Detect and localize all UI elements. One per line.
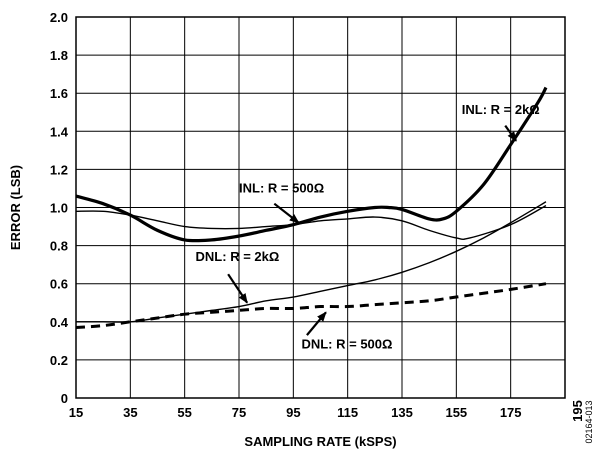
x-tick-label: 55 <box>177 405 191 420</box>
y-tick-label: 0 <box>61 391 68 406</box>
y-tick-label: 1.6 <box>50 86 68 101</box>
label-dnl-500: DNL: R = 500Ω <box>301 336 392 351</box>
series-dnl-500-line <box>75 282 547 330</box>
y-axis-title: ERROR (LSB) <box>8 165 23 250</box>
series-inl-2k-line <box>75 86 548 243</box>
x-tick-label: 95 <box>286 405 300 420</box>
x-tick-label: 175 <box>500 405 522 420</box>
label-dnl-2k: DNL: R = 2kΩ <box>196 249 280 264</box>
x-axis-title: SAMPLING RATE (kSPS) <box>244 434 396 449</box>
x-tick-label: 195 <box>570 400 585 422</box>
label-arrow <box>227 273 249 304</box>
y-tick-label: 0.2 <box>50 353 68 368</box>
y-tick-label: 1.8 <box>50 48 68 63</box>
x-tick-label: 15 <box>69 405 83 420</box>
series-group <box>75 86 548 330</box>
label-arrow <box>273 202 300 224</box>
y-tick-label: 1.2 <box>50 162 68 177</box>
x-tick-label: 75 <box>232 405 246 420</box>
x-tick-label: 135 <box>391 405 413 420</box>
y-tick-label: 1.0 <box>50 201 68 216</box>
tick-labels: 15 35 55 75 95 115 135 155 175 195 0 0.2 0.4 0.6 0.8 1.… <box>50 10 585 422</box>
y-tick-label: 0.6 <box>50 277 68 292</box>
y-tick-label: 2.0 <box>50 10 68 25</box>
label-arrow <box>504 124 517 142</box>
label-inl-500: INL: R = 500Ω <box>239 180 324 195</box>
y-tick-label: 1.4 <box>50 124 69 139</box>
x-tick-label: 35 <box>123 405 137 420</box>
y-tick-label: 0.4 <box>50 315 69 330</box>
annotations: INL: R = 2kΩ INL: R = 500Ω DNL: R = 2kΩ DNL… <box>196 102 540 351</box>
series-inl-500-line <box>75 204 547 240</box>
x-tick-label: 115 <box>337 405 358 420</box>
plot-frame <box>75 16 566 399</box>
y-tick-label: 0.8 <box>50 239 68 254</box>
figure-id: 02164-013 <box>584 400 594 443</box>
grid <box>76 17 565 398</box>
x-tick-label: 155 <box>445 405 467 420</box>
label-inl-2k: INL: R = 2kΩ <box>462 102 540 117</box>
label-arrow <box>306 311 327 336</box>
